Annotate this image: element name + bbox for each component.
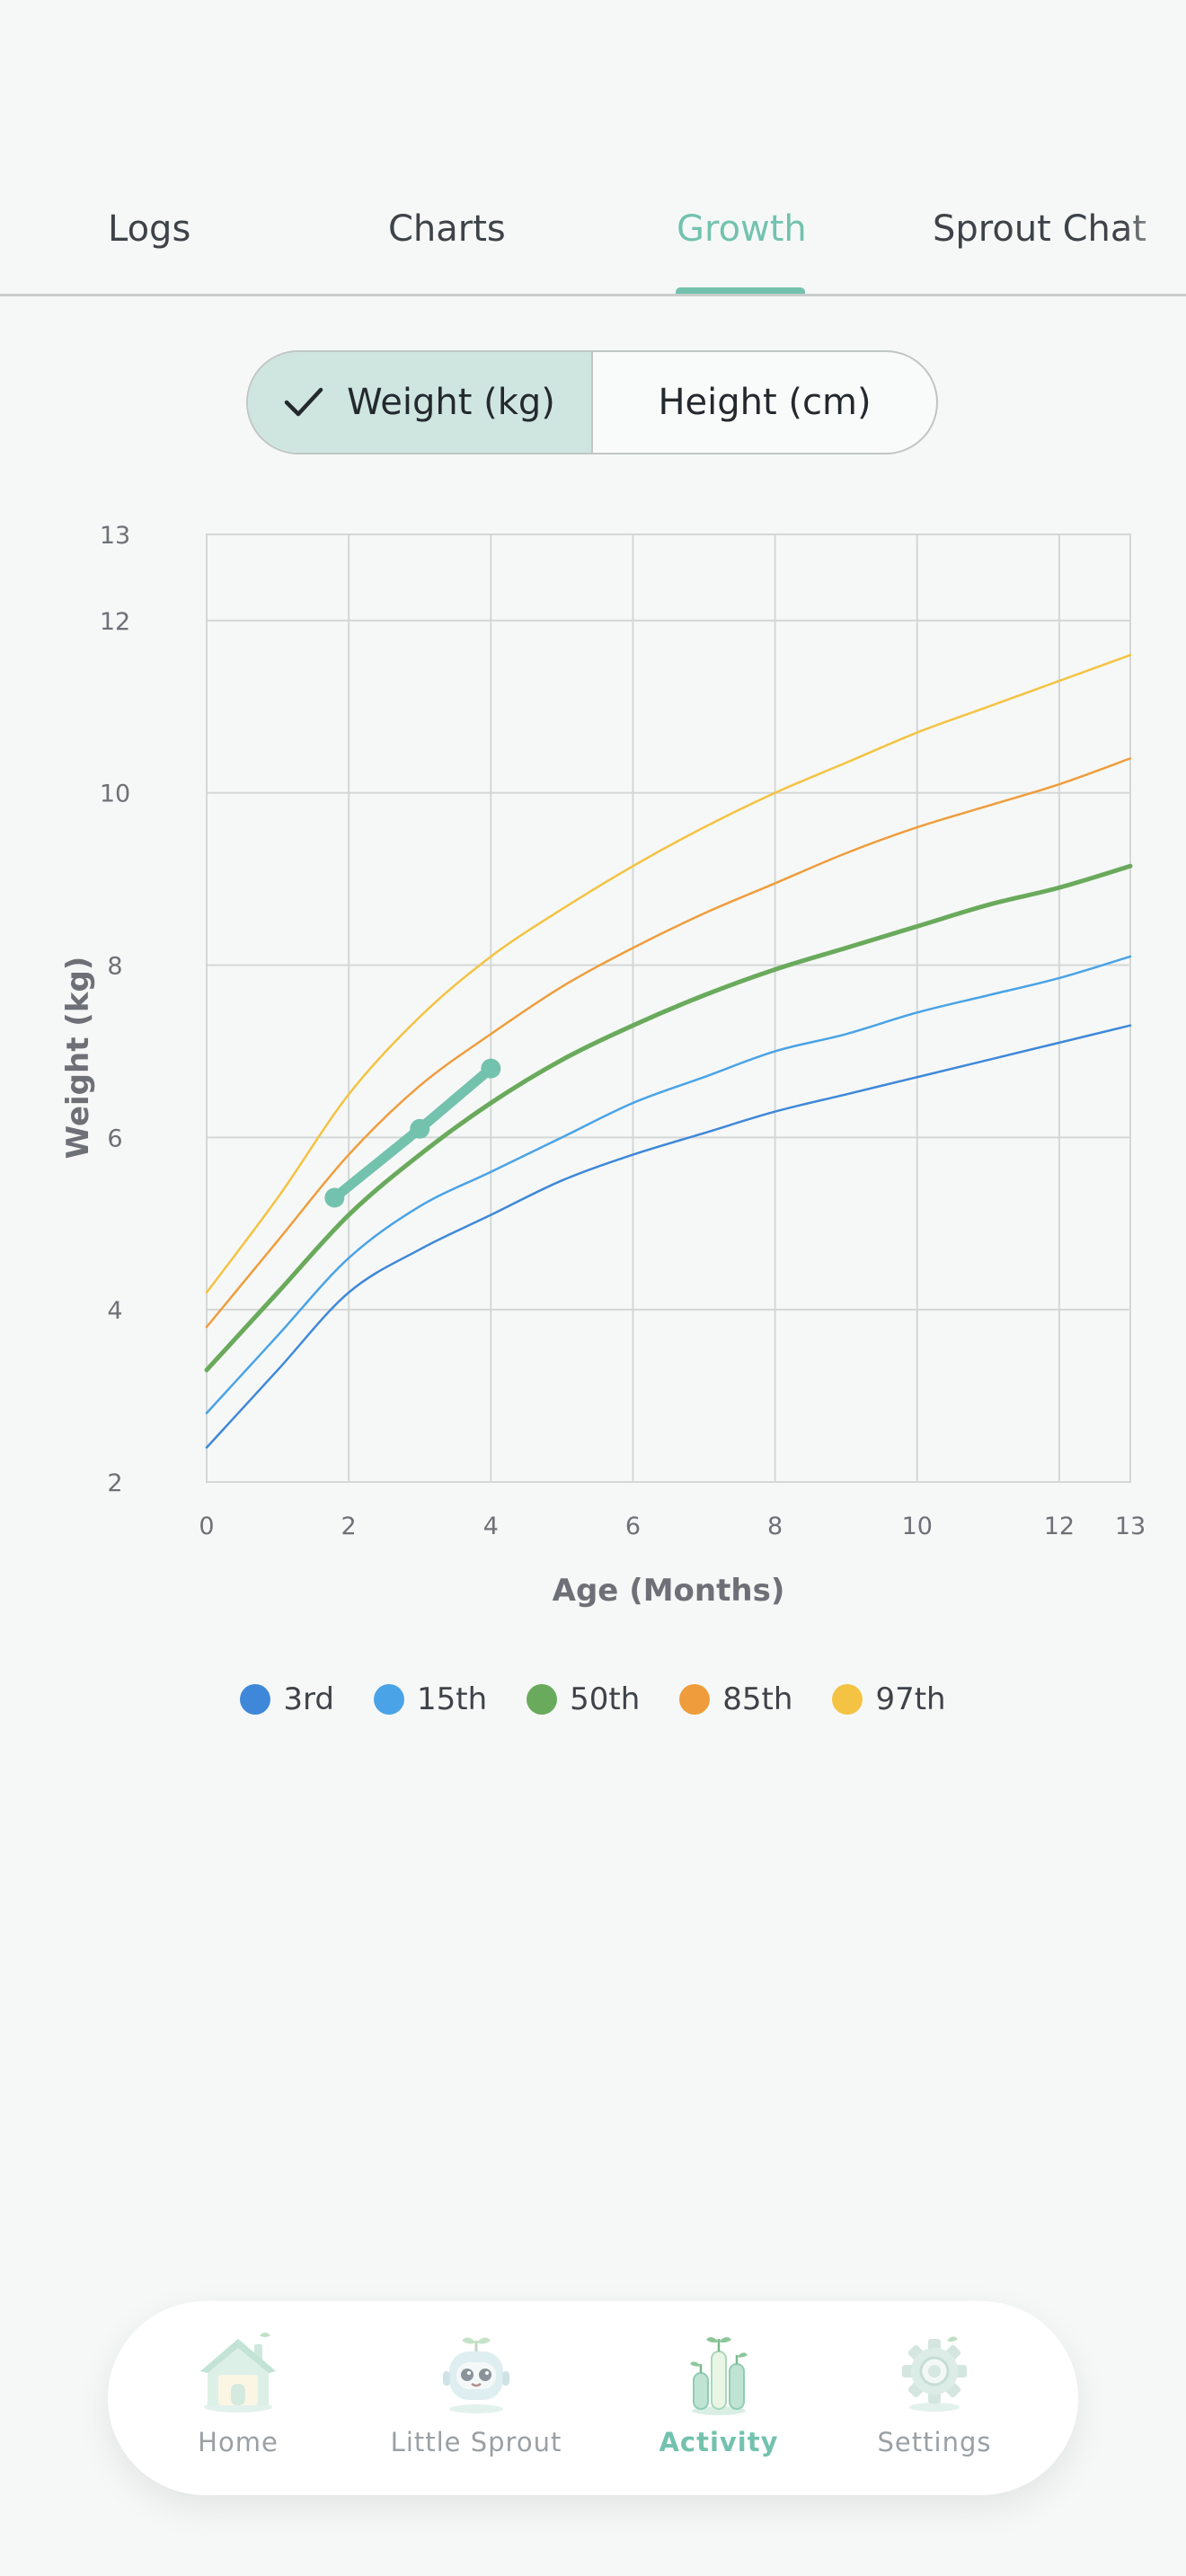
height-segment-label: Height (cm): [658, 382, 872, 423]
legend-item: 97th: [832, 1681, 946, 1717]
y-tick-label: 13: [100, 522, 130, 550]
weight-segment-label: Weight (kg): [347, 382, 555, 423]
y-tick-label: 12: [100, 608, 130, 636]
x-tick-label: 6: [625, 1513, 641, 1540]
x-tick-label: 13: [1115, 1513, 1146, 1540]
x-tick-label: 10: [902, 1513, 933, 1540]
y-tick-label: 8: [107, 953, 122, 981]
tab-sprout-chat[interactable]: Sprout Chat: [933, 208, 1147, 250]
y-tick-label: 6: [107, 1125, 122, 1152]
nav-settings-label: Settings: [877, 2427, 992, 2457]
legend-label: 15th: [416, 1681, 488, 1717]
y-tick-label: 10: [100, 781, 130, 808]
bottom-nav: Home Little Sprout: [108, 2301, 1078, 2495]
legend-label: 3rd: [283, 1681, 334, 1717]
legend-label: 97th: [875, 1681, 946, 1717]
legend-label: 85th: [722, 1681, 793, 1717]
tab-scroll-fade: [1123, 180, 1186, 278]
chart-legend: 3rd 15th 50th 85th 97th: [0, 1672, 1186, 1726]
activity-chart-icon: [690, 2336, 748, 2415]
nav-activity[interactable]: Activity: [611, 2328, 827, 2481]
weight-segment[interactable]: Weight (kg): [248, 352, 593, 453]
checkmark-icon: [284, 387, 323, 417]
legend-item: 85th: [679, 1681, 792, 1717]
nav-home[interactable]: Home: [130, 2328, 346, 2481]
x-tick-label: 4: [483, 1513, 499, 1540]
x-axis-title: Age (Months): [553, 1573, 785, 1609]
nav-settings[interactable]: Settings: [827, 2328, 1042, 2481]
percentile-15th-line: [205, 955, 1132, 1415]
home-icon: [200, 2333, 276, 2413]
child-weight-point: [481, 1058, 501, 1079]
legend-item: 50th: [527, 1681, 640, 1717]
percentile-85th-line: [205, 757, 1132, 1328]
x-tick-label: 12: [1044, 1513, 1075, 1540]
legend-label: 50th: [570, 1681, 641, 1717]
child-weight-point: [324, 1187, 345, 1208]
height-segment[interactable]: Height (cm): [593, 352, 936, 453]
tab-charts[interactable]: Charts: [388, 208, 506, 250]
tab-logs[interactable]: Logs: [108, 208, 191, 250]
tab-growth[interactable]: Growth: [677, 208, 807, 250]
percentile-50th-line: [204, 863, 1133, 1372]
gear-icon: [902, 2336, 967, 2412]
x-tick-label: 2: [341, 1513, 357, 1540]
y-axis-title: Weight (kg): [60, 957, 96, 1160]
y-tick-label: 2: [107, 1469, 122, 1497]
tab-bar: Logs Charts Growth Sprout Chat: [0, 180, 1186, 296]
legend-item: 3rd: [240, 1681, 334, 1717]
metric-segmented-control: Weight (kg) Height (cm): [246, 350, 938, 454]
active-tab-indicator: [676, 287, 805, 296]
nav-activity-label: Activity: [659, 2427, 779, 2457]
nav-little-sprout-label: Little Sprout: [390, 2427, 562, 2457]
child-weight-point: [410, 1118, 430, 1139]
sprout-robot-icon: [443, 2337, 509, 2413]
legend-swatch: [527, 1684, 558, 1715]
tab-divider: [0, 294, 1186, 296]
legend-swatch: [373, 1684, 404, 1715]
legend-swatch: [240, 1684, 271, 1715]
growth-chart: 0 2 4 6 8 10 12 13 2 4 6 8 10 12 13 Age (Months) Weight …: [60, 522, 1146, 1609]
nav-home-label: Home: [198, 2427, 279, 2457]
percentile-97th-line: [205, 654, 1132, 1294]
percentile-3rd-line: [205, 1024, 1132, 1449]
x-tick-label: 0: [199, 1513, 214, 1540]
nav-little-sprout[interactable]: Little Sprout: [368, 2328, 584, 2481]
x-tick-label: 8: [767, 1513, 783, 1540]
y-tick-label: 4: [107, 1297, 122, 1325]
legend-swatch: [832, 1684, 863, 1715]
legend-swatch: [679, 1684, 711, 1715]
legend-item: 15th: [373, 1681, 488, 1717]
